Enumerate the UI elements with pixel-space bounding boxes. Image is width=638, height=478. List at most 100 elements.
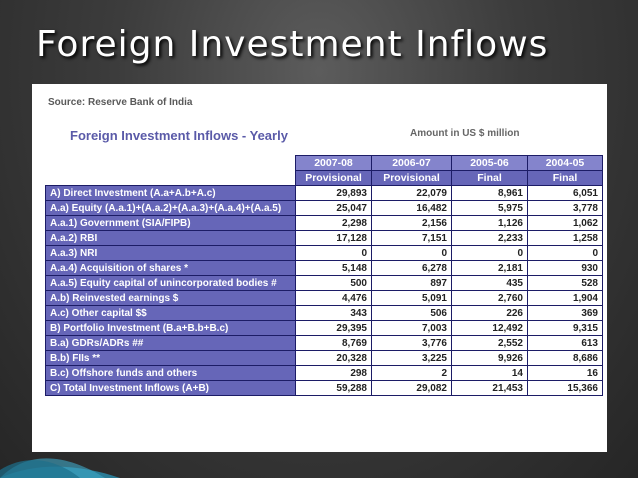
year-header: 2004-05 [527,155,603,171]
value-cell: 1,904 [527,290,603,306]
value-cell: 5,148 [295,260,372,276]
year-header-row: 2007-08 2006-07 2005-06 2004-05 [45,155,603,171]
value-cell: 435 [451,275,528,291]
table-row: B) Portfolio Investment (B.a+B.b+B.c) 29,… [45,320,603,336]
value-cell: 4,476 [295,290,372,306]
value-cell: 226 [451,305,528,321]
value-cell: 298 [295,365,372,381]
header-blank-cell [45,170,296,186]
value-cell: 6,051 [527,185,603,201]
unit-note: Amount in US $ million [410,128,520,139]
year-header: 2005-06 [451,155,528,171]
value-cell: 0 [527,245,603,261]
table-title: Foreign Investment Inflows - Yearly [70,128,288,143]
value-cell: 0 [451,245,528,261]
value-cell: 22,079 [371,185,452,201]
row-label: A.b) Reinvested earnings $ [45,290,296,306]
table-row: A.b) Reinvested earnings $4,476 5,091 2,76… [45,290,603,306]
year-header: 2007-08 [295,155,372,171]
value-cell: 506 [371,305,452,321]
value-cell: 2 [371,365,452,381]
row-label: A) Direct Investment (A.a+A.b+A.c) [45,185,296,201]
investment-table: 2007-08 2006-07 2005-06 2004-05 Provisio… [45,155,603,396]
table-row: B.b) FIIs ** 20,328 3,225 9,926 8,686 [45,350,603,366]
value-cell: 1,126 [451,215,528,231]
status-header: Provisional [371,170,452,186]
value-cell: 17,128 [295,230,372,246]
content-panel: Source: Reserve Bank of India Foreign In… [32,84,607,452]
value-cell: 29,082 [371,380,452,396]
status-header: Final [451,170,528,186]
value-cell: 6,278 [371,260,452,276]
row-label: A.a.3) NRI [45,245,296,261]
table-row: A.a.2) RBI 17,128 7,151 2,233 1,258 [45,230,603,246]
value-cell: 9,926 [451,350,528,366]
value-cell: 20,328 [295,350,372,366]
row-label: A.a.4) Acquisition of shares * [45,260,296,276]
value-cell: 2,181 [451,260,528,276]
row-label: A.a.1) Government (SIA/FIPB) [45,215,296,231]
value-cell: 5,091 [371,290,452,306]
status-header: Final [527,170,603,186]
value-cell: 930 [527,260,603,276]
value-cell: 15,366 [527,380,603,396]
value-cell: 500 [295,275,372,291]
value-cell: 0 [295,245,372,261]
row-label: B.c) Offshore funds and others [45,365,296,381]
value-cell: 5,975 [451,200,528,216]
value-cell: 8,769 [295,335,372,351]
corner-decoration [0,458,120,478]
table-body: A) Direct Investment (A.a+A.b+A.c) 29,893… [45,185,603,396]
value-cell: 2,552 [451,335,528,351]
value-cell: 59,288 [295,380,372,396]
source-note: Source: Reserve Bank of India [48,97,193,108]
value-cell: 12,492 [451,320,528,336]
value-cell: 613 [527,335,603,351]
table-row: A) Direct Investment (A.a+A.b+A.c) 29,893… [45,185,603,201]
row-label: B.a) GDRs/ADRs ## [45,335,296,351]
table-row: B.a) GDRs/ADRs ## 8,769 3,776 2,552 613 [45,335,603,351]
table-row: A.a.5) Equity capital of unincorporated … [45,275,603,291]
year-header: 2006-07 [371,155,452,171]
status-header-row: Provisional Provisional Final Final [45,170,603,186]
value-cell: 2,298 [295,215,372,231]
value-cell: 1,062 [527,215,603,231]
value-cell: 0 [371,245,452,261]
value-cell: 29,395 [295,320,372,336]
value-cell: 3,776 [371,335,452,351]
value-cell: 21,453 [451,380,528,396]
value-cell: 16 [527,365,603,381]
value-cell: 8,961 [451,185,528,201]
value-cell: 29,893 [295,185,372,201]
row-label: B.b) FIIs ** [45,350,296,366]
value-cell: 14 [451,365,528,381]
value-cell: 2,156 [371,215,452,231]
value-cell: 7,151 [371,230,452,246]
value-cell: 528 [527,275,603,291]
row-label: A.a.2) RBI [45,230,296,246]
table-row: A.a.4) Acquisition of shares * 5,148 6,278… [45,260,603,276]
value-cell: 8,686 [527,350,603,366]
row-label: A.a.5) Equity capital of unincorporated … [45,275,296,291]
row-label: B) Portfolio Investment (B.a+B.b+B.c) [45,320,296,336]
row-label: C) Total Investment Inflows (A+B) [45,380,296,396]
value-cell: 25,047 [295,200,372,216]
table-row: C) Total Investment Inflows (A+B) 59,288 2… [45,380,603,396]
value-cell: 3,225 [371,350,452,366]
value-cell: 343 [295,305,372,321]
table-row: A.a) Equity (A.a.1)+(A.a.2)+(A.a.3)+(A.a… [45,200,603,216]
value-cell: 1,258 [527,230,603,246]
value-cell: 897 [371,275,452,291]
row-label: A.c) Other capital $$ [45,305,296,321]
table-row: A.c) Other capital $$ 343 506 226 369 [45,305,603,321]
value-cell: 16,482 [371,200,452,216]
slide-title: Foreign Investment Inflows [36,24,549,65]
value-cell: 2,233 [451,230,528,246]
status-header: Provisional [295,170,372,186]
row-label: A.a) Equity (A.a.1)+(A.a.2)+(A.a.3)+(A.a… [45,200,296,216]
table-row: B.c) Offshore funds and others 298 2 14 16 [45,365,603,381]
value-cell: 9,315 [527,320,603,336]
value-cell: 3,778 [527,200,603,216]
header-blank-cell [45,155,296,171]
value-cell: 7,003 [371,320,452,336]
